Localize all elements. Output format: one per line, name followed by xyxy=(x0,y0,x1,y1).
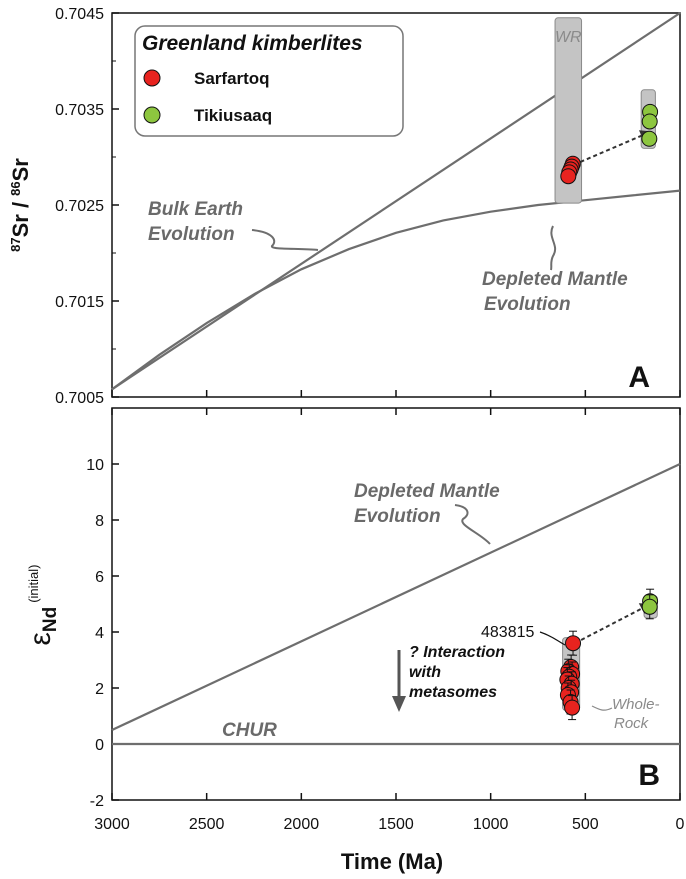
bulk-earth-pointer xyxy=(251,229,319,251)
legend-box xyxy=(134,25,404,137)
y-tick-label-b-1: 0 xyxy=(95,737,104,754)
interaction-label-2: with xyxy=(409,664,441,681)
y-tick-label-a-0: 0.7045 xyxy=(55,6,104,23)
depleted-mantle-label-a: Depleted Mantle xyxy=(482,269,628,290)
a-point-sarfartoq-4 xyxy=(560,168,577,185)
interaction-label-3: metasomes xyxy=(409,684,497,701)
y-tick-label-b-4: 6 xyxy=(95,569,104,586)
panel-a-y-ticks: 0.7045 0.7035 0.7025 0.7015 0.7005 xyxy=(55,6,119,407)
depleted-mantle-label-b: Depleted Mantle xyxy=(354,481,500,502)
panel-a-curves xyxy=(111,12,681,391)
legend-label-tikiusaaq: Tikiusaaq xyxy=(194,106,272,125)
panel-label-b: B xyxy=(638,759,660,792)
b-point-sarfartoq-11 xyxy=(564,699,581,716)
x-axis-ticks: 3000 2500 2000 1500 1000 500 0 xyxy=(94,390,685,833)
x-tick-label-2: 2000 xyxy=(284,816,320,833)
svg-text:87Sr / 86Sr: 87Sr / 86Sr xyxy=(8,158,33,252)
y-tick-label-b-2: 2 xyxy=(95,681,104,698)
a-depleted-mantle-evolution-line xyxy=(111,189,681,391)
sr86-symbol: Sr xyxy=(8,158,33,182)
depleted-mantle-pointer-b xyxy=(454,504,491,545)
y-tick-label-a-4: 0.7005 xyxy=(55,390,104,407)
panel-b-y-ticks: -2 0 2 4 6 8 10 xyxy=(86,457,119,810)
sr87-symbol: Sr / xyxy=(8,196,33,238)
sr86-superscript: 86 xyxy=(8,181,23,195)
y-tick-label-b-6: 10 xyxy=(86,457,104,474)
interaction-label-1: ? Interaction xyxy=(409,644,505,661)
x-tick-label-6: 0 xyxy=(676,816,685,833)
wr-box-label: WR xyxy=(555,29,582,46)
panel-a-points xyxy=(560,103,659,185)
x-tick-label-1: 2500 xyxy=(189,816,225,833)
y-tick-label-a-1: 0.7035 xyxy=(55,102,104,119)
svg-text:εNd(initial): εNd (initial) xyxy=(24,565,61,646)
y-tick-label-a-2: 0.7025 xyxy=(55,198,104,215)
depleted-mantle-label-a-2: Evolution xyxy=(484,294,571,315)
whole-rock-leader xyxy=(591,705,613,711)
x-axis-title: Time (Ma) xyxy=(341,849,443,874)
legend-marker-sarfartoq xyxy=(143,69,161,87)
y-axis-title-a: 87Sr / 86Sr xyxy=(8,158,33,252)
y-tick-label-b-5: 8 xyxy=(95,513,104,530)
whole-rock-label-1: Whole- xyxy=(612,696,660,713)
x-tick-label-0: 3000 xyxy=(94,816,130,833)
a-point-tikiusaaq-6 xyxy=(641,113,658,130)
y-tick-label-a-3: 0.7015 xyxy=(55,294,104,311)
y-tick-label-b-0: -2 xyxy=(90,793,104,810)
a-bulk-earth-evolution-line xyxy=(111,12,681,391)
a-dotted-arrow-line xyxy=(573,132,649,166)
chur-label: CHUR xyxy=(222,720,277,741)
panel-b: -2 0 2 4 6 8 10 3000 2500 2000 1500 1000 500 0 Deple… xyxy=(24,390,685,874)
b-depleted-mantle-evolution-line xyxy=(111,463,681,731)
bulk-earth-label-2: Evolution xyxy=(148,224,235,245)
sr87-superscript: 87 xyxy=(8,237,23,251)
a-point-tikiusaaq-7 xyxy=(641,130,658,147)
depleted-mantle-label-b-2: Evolution xyxy=(354,506,441,527)
nd-subscript: Nd xyxy=(40,607,61,632)
legend-title: Greenland kimberlites xyxy=(142,32,363,55)
panel-label-a: A xyxy=(628,361,650,394)
x-tick-label-5: 500 xyxy=(572,816,599,833)
legend-marker-tikiusaaq xyxy=(143,106,161,124)
panel-b-curves xyxy=(111,463,681,746)
legend-label-sarfartoq: Sarfartoq xyxy=(194,69,270,88)
y-axis-title-b: εNd (initial) xyxy=(24,565,61,646)
x-tick-label-4: 1000 xyxy=(473,816,509,833)
sample-label-483815: 483815 xyxy=(481,624,534,641)
interaction-arrow-head xyxy=(392,696,406,712)
whole-rock-label-2: Rock xyxy=(614,715,650,732)
epsilon-symbol: ε xyxy=(24,632,57,645)
y-tick-label-b-3: 4 xyxy=(95,625,104,642)
x-tick-label-3: 1500 xyxy=(378,816,414,833)
b-dotted-arrow-line xyxy=(574,604,649,645)
depleted-mantle-pointer-a xyxy=(550,225,557,271)
bulk-earth-label: Bulk Earth xyxy=(148,199,243,220)
b-point-tikiusaaq-13 xyxy=(641,598,658,615)
initial-superscript: (initial) xyxy=(26,565,41,603)
b-point-sarfartoq-0 xyxy=(565,635,582,652)
panel-b-points xyxy=(559,588,659,721)
panel-a: 0.7045 0.7035 0.7025 0.7015 0.7005 WR Bulk E… xyxy=(8,6,681,407)
sample-label-leader xyxy=(539,631,566,646)
panel-b-frame xyxy=(111,407,681,801)
